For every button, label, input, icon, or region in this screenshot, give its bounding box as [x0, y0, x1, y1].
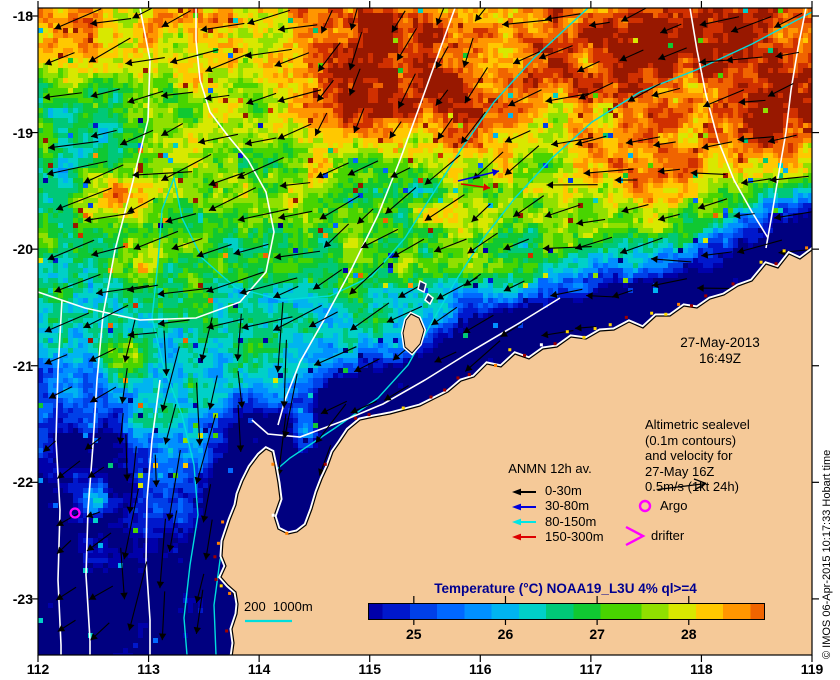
anmn-arrow-icon: [512, 503, 536, 511]
colorbar-tick-label: 26: [497, 626, 514, 642]
coastline: [220, 249, 812, 655]
anmn-legend-title: ANMN 12h av.: [508, 461, 592, 476]
plot-frame: [31, 1, 819, 662]
x-axis-tick-label: 117: [579, 661, 603, 677]
legend-graphics: [245, 478, 707, 625]
sealevel-contour-line: [689, 8, 769, 239]
x-axis-tick-label: 119: [800, 661, 824, 677]
x-axis-tick-label: 113: [137, 661, 160, 677]
colorbar-tick-label: 25: [406, 626, 422, 642]
altimetric-line: and velocity for: [645, 448, 733, 463]
altimetric-line: 27-May 16Z: [645, 463, 715, 479]
colorbar-title: Temperature (°C) NOAA19_L3U 4% ql>=4: [434, 581, 697, 596]
colorbar-tick-label: 28: [680, 626, 697, 642]
anmn-arrow-icon: [512, 518, 536, 526]
sealevel-contour-line: [251, 297, 561, 438]
colorbar-tick-label: 27: [589, 626, 605, 642]
altimetric-line: Altimetric sealevel: [645, 417, 750, 432]
altimetric-legend: Altimetric sealevel (0.1m contours) and …: [645, 417, 750, 495]
land: [218, 246, 812, 655]
sealevel-contour-line: [765, 8, 807, 249]
x-axis-tick-label: 114: [247, 661, 271, 677]
sealevel-contour-line: [38, 8, 275, 321]
sealevel-contours: [38, 8, 807, 655]
argo-float-marker: [69, 507, 81, 519]
x-axis-tick-label: 112: [26, 661, 50, 677]
time-label: 16:49Z: [698, 351, 742, 366]
isobath-scale-label: 200 1000m: [244, 599, 313, 614]
drifter-legend-label: drifter: [651, 528, 685, 543]
y-axis-tick-label: -22: [12, 474, 33, 491]
anmn-arrow-icon: [512, 533, 536, 541]
x-axis-tick-label: 115: [358, 661, 381, 677]
argo-legend-icon: [638, 499, 652, 513]
y-axis-tick-label: -23: [12, 590, 33, 607]
altimetric-line: 0.5m/s (1kt 24h): [645, 479, 739, 494]
argo-legend-label: Argo: [660, 498, 688, 513]
y-axis-tick-label: -18: [12, 8, 33, 24]
sealevel-contour-line: [85, 8, 151, 655]
anmn-arrow-icon: [512, 488, 536, 495]
x-axis-tick-label: 116: [468, 661, 492, 677]
y-axis-tick-label: -21: [12, 357, 33, 374]
barrow-island: [402, 313, 425, 354]
drifter-legend-icon: [625, 525, 646, 547]
temperature-colorbar: [368, 603, 765, 620]
anmn-depth-label: 0-30m: [545, 483, 582, 499]
velocity-arrows: [42, 8, 812, 641]
mooring-arrow: [457, 168, 500, 182]
anmn-legend-rows: 0-30m 30-80m 80-150m 150-300m: [512, 483, 604, 545]
date-label: 27-May-2013: [680, 335, 760, 350]
sealevel-contour-line: [277, 8, 456, 426]
sealevel-contour-line: [55, 299, 63, 655]
anmn-depth-label: 30-80m: [545, 498, 590, 514]
anmn-legend-row: 150-300m: [512, 528, 604, 545]
anmn-legend-row: 80-150m: [512, 514, 604, 529]
anmn-depth-label: 150-300m: [545, 528, 604, 544]
y-axis-tick-label: -20: [12, 241, 33, 258]
anmn-depth-label: 80-150m: [545, 513, 597, 529]
map-layers: [38, 8, 812, 655]
anmn-legend-row: 30-80m: [512, 498, 604, 514]
sealevel-contour-line: [145, 379, 161, 655]
anmn-legend-row: 0-30m: [512, 483, 604, 499]
islet: [417, 279, 427, 294]
islet: [424, 292, 434, 306]
map-markers: [69, 168, 500, 519]
coastal-flagged-pixels: [213, 246, 809, 633]
velocity-scale-arrow: [657, 482, 707, 491]
x-axis-tick-label: 118: [690, 661, 713, 677]
velocity-scale-arrowhead: [693, 478, 707, 491]
mooring-arrow: [460, 183, 491, 191]
imos-credit: © IMOS 06-Apr-2015 10:17:33 Hobart time: [821, 449, 833, 659]
y-axis-tick-label: -19: [12, 124, 33, 141]
altimetric-line: (0.1m contours): [645, 432, 737, 448]
